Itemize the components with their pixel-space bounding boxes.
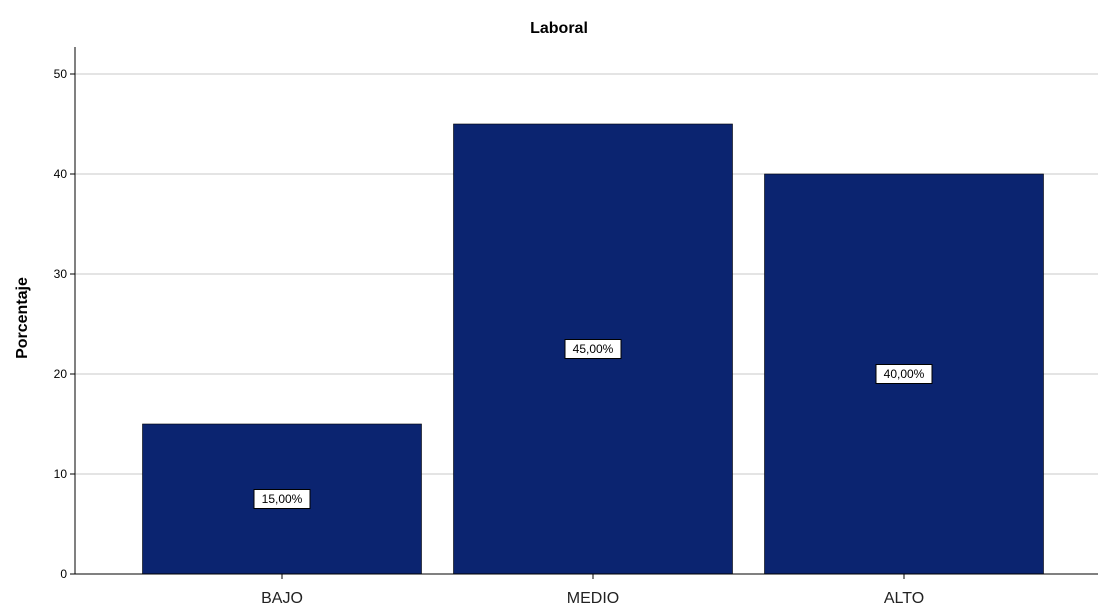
y-axis-label: Porcentaje	[14, 277, 31, 359]
data-label-box	[875, 364, 933, 384]
data-label-text: 40,00%	[884, 367, 925, 381]
axes	[74, 47, 1098, 575]
y-tick-label: 30	[54, 267, 68, 281]
data-labels: 15,00% 45,00% 40,00%	[253, 339, 933, 509]
y-tick-label: 50	[54, 67, 68, 81]
bars	[142, 123, 1044, 575]
x-tick-label-alto: ALTO	[884, 590, 924, 605]
y-tick-label: 20	[54, 367, 68, 381]
data-label-bajo: 15,00%	[253, 489, 311, 509]
data-label-medio: 45,00%	[564, 339, 622, 359]
x-tick-label-medio: MEDIO	[567, 590, 619, 605]
y-tick-label: 0	[60, 567, 67, 581]
y-ticks: 0 10 20 30 40 50	[54, 67, 75, 581]
chart-title: Laboral	[530, 20, 588, 37]
x-ticks: BAJO MEDIO ALTO	[261, 574, 924, 605]
y-tick-label: 40	[54, 167, 68, 181]
x-tick-label-bajo: BAJO	[261, 590, 303, 605]
y-tick-label: 10	[54, 467, 68, 481]
data-label-alto: 40,00%	[875, 364, 933, 384]
data-label-box	[253, 489, 311, 509]
data-label-text: 45,00%	[573, 342, 614, 356]
data-label-box	[564, 339, 622, 359]
data-label-text: 15,00%	[262, 492, 303, 506]
